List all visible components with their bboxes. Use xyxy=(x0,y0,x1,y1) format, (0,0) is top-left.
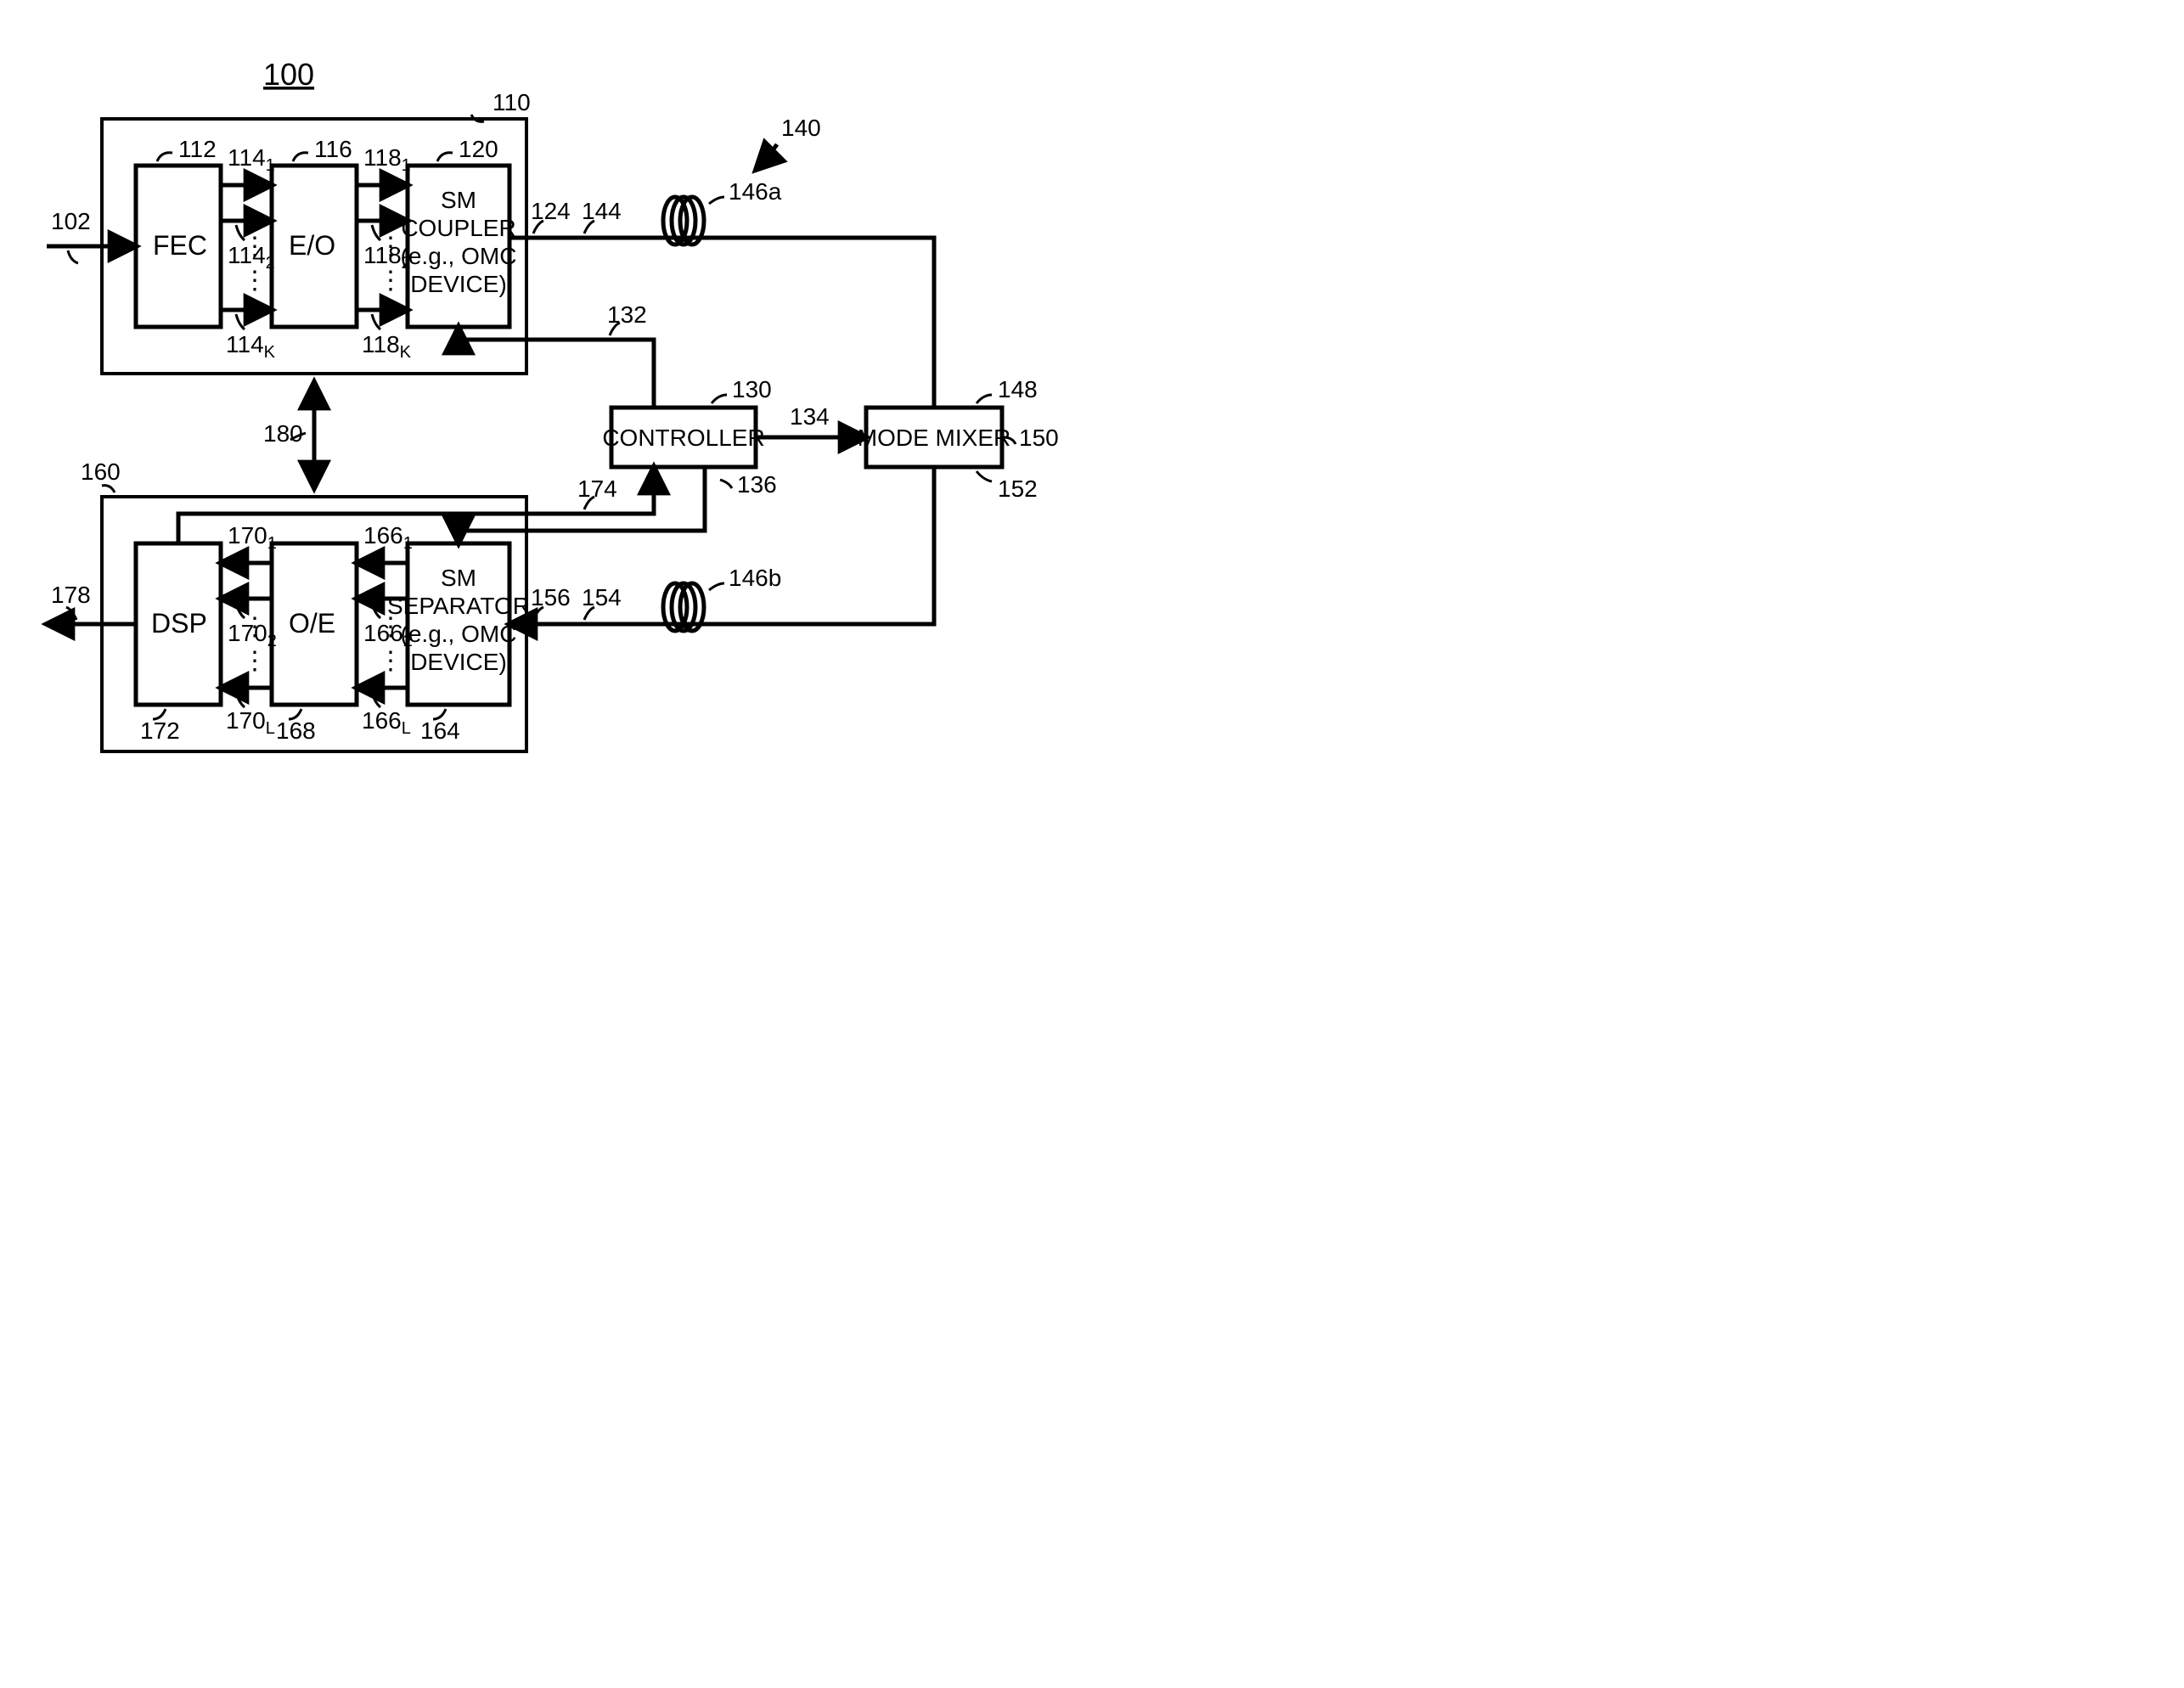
sys-140-indicator: 140 xyxy=(756,115,821,170)
lbl-112: 112 xyxy=(178,136,217,162)
smc-l3: (e.g., OMC xyxy=(401,243,517,269)
svg-text:⋮: ⋮ xyxy=(378,647,403,675)
lbl-116: 116 xyxy=(314,136,352,162)
lbl-152: 152 xyxy=(998,475,1038,502)
lbl-148: 148 xyxy=(998,376,1038,402)
smc-l1: SM xyxy=(441,187,476,213)
svg-text:180: 180 xyxy=(263,420,303,447)
svg-text:⋮: ⋮ xyxy=(242,647,267,675)
controller-text: CONTROLLER xyxy=(602,425,764,451)
mixer-text: MODE MIXER xyxy=(858,425,1010,451)
smc-l4: DEVICE) xyxy=(410,271,507,297)
sms-l1: SM xyxy=(441,565,476,591)
fiber-top: 124 144 xyxy=(509,198,934,408)
svg-text:154: 154 xyxy=(582,584,622,610)
oe-text: O/E xyxy=(289,608,335,639)
lbl-150: 150 xyxy=(1019,425,1059,451)
svg-text:146a: 146a xyxy=(729,178,782,205)
figure-title: 100 xyxy=(263,57,314,92)
lbl-120: 120 xyxy=(459,136,498,162)
dsp-text: DSP xyxy=(151,608,207,639)
wire-180: 180 xyxy=(263,382,314,488)
svg-text:124: 124 xyxy=(531,198,571,224)
coil-146b: 146b xyxy=(663,565,781,631)
smc-l2: COUPLER xyxy=(401,215,515,241)
lbl-130: 130 xyxy=(732,376,772,402)
svg-text:146b: 146b xyxy=(729,565,781,591)
sms-l2: SEPARATOR xyxy=(387,593,530,619)
svg-text:140: 140 xyxy=(781,115,821,141)
svg-text:156: 156 xyxy=(531,584,571,610)
svg-text:136: 136 xyxy=(737,471,777,498)
sms-l4: DEVICE) xyxy=(410,649,507,675)
lbl-164: 164 xyxy=(420,717,460,744)
svg-text:⋮: ⋮ xyxy=(242,267,267,295)
lbl-168: 168 xyxy=(276,717,316,744)
lbl-110: 110 xyxy=(493,89,531,115)
coil-146a: 146a xyxy=(663,178,782,245)
fec-text: FEC xyxy=(153,230,207,261)
svg-text:132: 132 xyxy=(607,301,647,328)
lbl-160: 160 xyxy=(81,459,121,485)
fiber-bot: 154 156 xyxy=(509,467,934,624)
svg-text:174: 174 xyxy=(577,475,617,502)
svg-text:178: 178 xyxy=(51,582,91,608)
lbl-134: 134 xyxy=(790,403,830,430)
svg-text:⋮: ⋮ xyxy=(378,267,403,295)
eo-text: E/O xyxy=(289,230,335,261)
lbl-172: 172 xyxy=(140,717,180,744)
svg-text:102: 102 xyxy=(51,208,91,234)
sms-l3: (e.g., OMC xyxy=(401,621,517,647)
svg-text:144: 144 xyxy=(582,198,622,224)
